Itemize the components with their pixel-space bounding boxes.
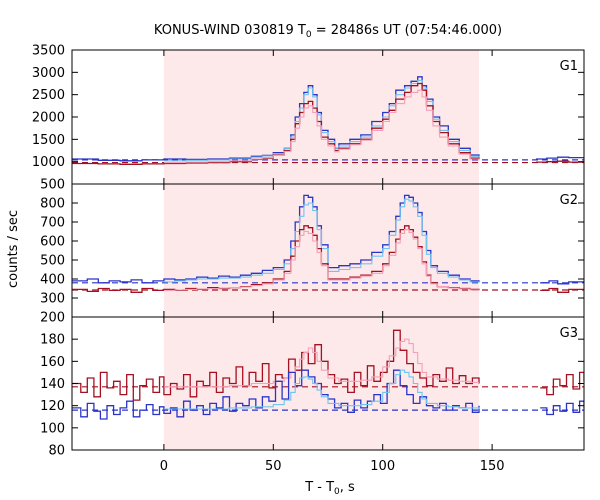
series-pink-3 xyxy=(163,89,480,164)
series-red-2 xyxy=(72,225,480,293)
plot-area xyxy=(72,194,584,293)
panel-g2: 200 300 400 500 600 700 800 G2 xyxy=(40,183,585,326)
series-blue-4 xyxy=(540,280,584,285)
chart-title: KONUS-WIND 030819 T0 = 28486s UT (07:54:… xyxy=(154,23,502,40)
series-red-0 xyxy=(72,329,480,401)
panel-label: G3 xyxy=(560,326,578,341)
series-lightblue-1 xyxy=(163,198,480,283)
y-tick-label: 120 xyxy=(40,399,65,414)
y-tick-label: 700 xyxy=(40,216,65,231)
panels-group: 500100015002000250030003500G120030040050… xyxy=(32,44,585,474)
series-blue-2 xyxy=(72,369,480,420)
y-tick-label: 3500 xyxy=(32,44,65,59)
y-tick-label: 300 xyxy=(40,292,65,307)
y-tick-label: 160 xyxy=(40,355,65,370)
y-tick-label: 180 xyxy=(40,333,65,348)
panel-g1: 500 1000 1500 2000 2500 3000 3500 G1 xyxy=(32,44,585,193)
series-red-5 xyxy=(540,287,584,293)
series-red-4 xyxy=(540,371,584,396)
y-tick-label: 600 xyxy=(40,235,65,250)
y-tick-label: 3000 xyxy=(32,66,65,81)
y-tick-label: 800 xyxy=(40,197,65,212)
y-tick-label: 500 xyxy=(40,254,65,269)
y-tick-label: 400 xyxy=(40,273,65,288)
y-tick-label: 200 xyxy=(40,311,65,326)
x-tick-label: 0 xyxy=(160,459,168,474)
series-blue-5 xyxy=(540,400,584,416)
y-tick-label: 140 xyxy=(40,377,65,392)
panel-g3: 80 100 120 140 160 180 G3 xyxy=(40,316,585,459)
y-tick-label: 2500 xyxy=(32,88,65,103)
x-tick-label: 100 xyxy=(370,459,395,474)
series-lightblue-3 xyxy=(163,369,480,410)
x-axis-label: T - T0, s xyxy=(304,480,355,497)
y-tick-label: 500 xyxy=(40,178,65,193)
y-tick-label: 100 xyxy=(40,421,65,436)
x-tick-label: 50 xyxy=(265,459,282,474)
y-tick-label: 1000 xyxy=(32,155,65,170)
series-red-2 xyxy=(72,82,480,165)
panel-label: G2 xyxy=(560,193,578,208)
y-axis-label: counts / sec xyxy=(6,210,21,288)
series-red-5 xyxy=(535,160,584,163)
series-blue-4 xyxy=(535,156,584,160)
y-tick-label: 1500 xyxy=(32,133,65,148)
x-tick-label: 150 xyxy=(480,459,505,474)
series-pink-3 xyxy=(163,229,480,291)
y-tick-label: 2000 xyxy=(32,111,65,126)
plot-area xyxy=(72,329,584,420)
y-tick-label: 80 xyxy=(48,444,65,459)
panel-label: G1 xyxy=(560,59,578,74)
